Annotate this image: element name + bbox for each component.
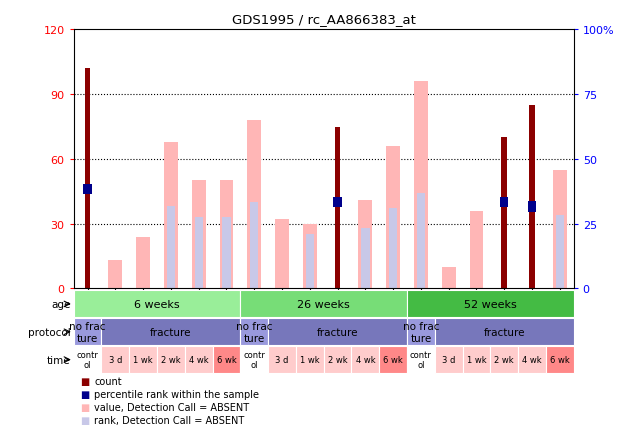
Text: GDS1995 / rc_AA866383_at: GDS1995 / rc_AA866383_at: [232, 13, 415, 26]
Bar: [362, 228, 370, 289]
Bar: [250, 203, 258, 289]
Bar: [167, 207, 175, 289]
Text: rank, Detection Call = ABSENT: rank, Detection Call = ABSENT: [94, 415, 244, 425]
Bar: [407, 291, 574, 318]
Text: contr
ol: contr ol: [244, 350, 265, 369]
Bar: [83, 184, 92, 195]
Bar: [240, 291, 407, 318]
Text: contr
ol: contr ol: [410, 350, 432, 369]
Text: age: age: [51, 299, 71, 309]
Text: 2 wk: 2 wk: [328, 355, 347, 364]
Text: no frac
ture: no frac ture: [69, 321, 106, 343]
Text: 3 d: 3 d: [109, 355, 122, 364]
Bar: [528, 201, 536, 212]
Bar: [529, 106, 535, 289]
Bar: [407, 346, 435, 373]
Bar: [108, 261, 122, 289]
Bar: [157, 346, 185, 373]
Text: 52 weeks: 52 weeks: [464, 299, 517, 309]
Bar: [324, 346, 351, 373]
Bar: [213, 346, 240, 373]
Text: 3 d: 3 d: [442, 355, 455, 364]
Text: 26 weeks: 26 weeks: [297, 299, 350, 309]
Text: 6 wk: 6 wk: [383, 355, 403, 364]
Bar: [219, 181, 233, 289]
Bar: [74, 291, 240, 318]
Text: time: time: [47, 355, 71, 365]
Bar: [101, 346, 129, 373]
Text: ■: ■: [80, 389, 89, 399]
Text: 6 wk: 6 wk: [550, 355, 570, 364]
Bar: [463, 346, 490, 373]
Bar: [379, 346, 407, 373]
Text: ■: ■: [80, 376, 89, 386]
Bar: [129, 346, 157, 373]
Text: contr
ol: contr ol: [77, 350, 99, 369]
Bar: [240, 319, 268, 345]
Bar: [101, 319, 240, 345]
Text: 4 wk: 4 wk: [189, 355, 208, 364]
Text: 6 weeks: 6 weeks: [134, 299, 180, 309]
Bar: [469, 211, 483, 289]
Text: ■: ■: [80, 402, 89, 412]
Text: ■: ■: [80, 415, 89, 425]
Bar: [303, 224, 317, 289]
Text: no frac
ture: no frac ture: [236, 321, 272, 343]
Bar: [442, 267, 456, 289]
Text: 6 wk: 6 wk: [217, 355, 237, 364]
Bar: [268, 319, 407, 345]
Text: 2 wk: 2 wk: [494, 355, 514, 364]
Bar: [335, 127, 340, 289]
Text: 2 wk: 2 wk: [161, 355, 181, 364]
Bar: [240, 346, 268, 373]
Text: percentile rank within the sample: percentile rank within the sample: [94, 389, 259, 399]
Bar: [417, 194, 425, 289]
Bar: [192, 181, 206, 289]
Bar: [85, 69, 90, 289]
Bar: [518, 346, 546, 373]
Bar: [275, 220, 289, 289]
Bar: [501, 138, 507, 289]
Bar: [556, 215, 564, 289]
Text: 4 wk: 4 wk: [356, 355, 375, 364]
Bar: [389, 209, 397, 289]
Bar: [185, 346, 213, 373]
Bar: [268, 346, 296, 373]
Bar: [74, 319, 101, 345]
Bar: [351, 346, 379, 373]
Bar: [386, 147, 400, 289]
Bar: [490, 346, 518, 373]
Text: 1 wk: 1 wk: [300, 355, 320, 364]
Bar: [195, 217, 203, 289]
Bar: [500, 197, 508, 208]
Text: fracture: fracture: [317, 327, 358, 337]
Bar: [296, 346, 324, 373]
Text: count: count: [94, 376, 122, 386]
Bar: [553, 170, 567, 289]
Bar: [222, 217, 231, 289]
Bar: [137, 237, 150, 289]
Text: fracture: fracture: [483, 327, 525, 337]
Text: no frac
ture: no frac ture: [403, 321, 439, 343]
Bar: [546, 346, 574, 373]
Bar: [435, 319, 574, 345]
Text: value, Detection Call = ABSENT: value, Detection Call = ABSENT: [94, 402, 249, 412]
Text: fracture: fracture: [150, 327, 192, 337]
Text: 3 d: 3 d: [276, 355, 288, 364]
Bar: [414, 82, 428, 289]
Bar: [435, 346, 463, 373]
Text: protocol: protocol: [28, 327, 71, 337]
Bar: [407, 319, 435, 345]
Text: 1 wk: 1 wk: [133, 355, 153, 364]
Bar: [333, 197, 342, 208]
Bar: [306, 235, 314, 289]
Text: 4 wk: 4 wk: [522, 355, 542, 364]
Bar: [358, 201, 372, 289]
Bar: [164, 142, 178, 289]
Text: 1 wk: 1 wk: [467, 355, 487, 364]
Bar: [247, 121, 262, 289]
Bar: [74, 346, 101, 373]
